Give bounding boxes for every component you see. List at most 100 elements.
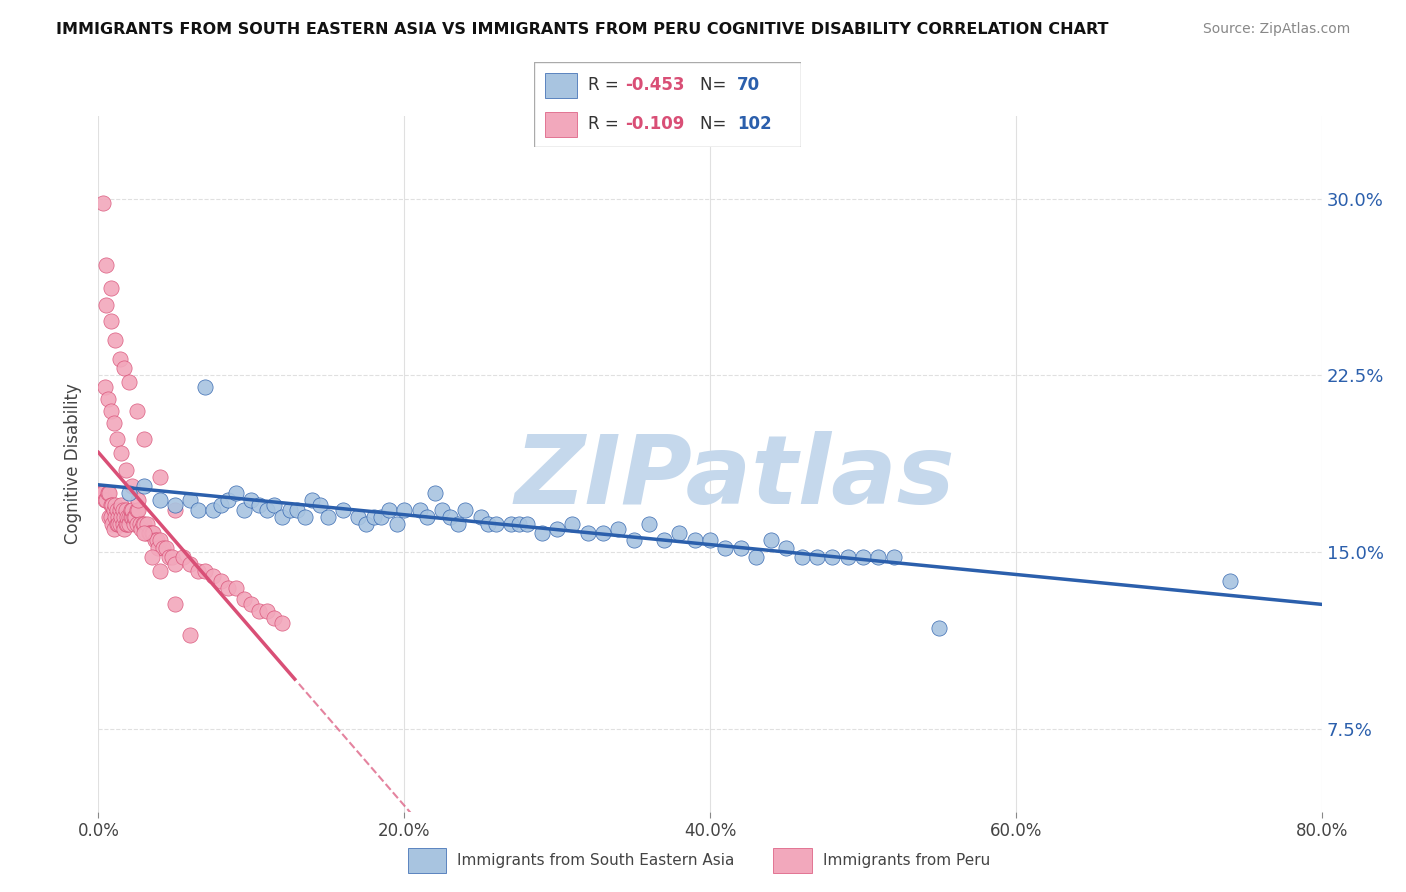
Point: [576, 526, 599, 541]
Point: [142, 526, 165, 541]
Point: [928, 621, 950, 635]
Point: [100, 509, 122, 524]
Point: [821, 549, 844, 564]
FancyBboxPatch shape: [534, 62, 801, 147]
Point: [104, 333, 127, 347]
Point: [332, 503, 354, 517]
Point: [447, 516, 470, 531]
Text: Immigrants from Peru: Immigrants from Peru: [823, 854, 990, 868]
Point: [105, 432, 128, 446]
Point: [392, 503, 416, 517]
Text: 102: 102: [737, 115, 772, 133]
Point: [100, 314, 122, 328]
Point: [104, 498, 127, 512]
Point: [187, 564, 209, 578]
Bar: [546, 72, 576, 98]
Text: ZIPatlas: ZIPatlas: [515, 431, 955, 524]
Point: [125, 516, 148, 531]
Point: [247, 604, 270, 618]
Point: [247, 498, 270, 512]
Point: [103, 416, 125, 430]
Point: [105, 516, 128, 531]
Point: [143, 533, 166, 548]
Point: [121, 479, 143, 493]
Point: [111, 516, 134, 531]
Point: [179, 493, 201, 508]
Point: [172, 549, 194, 564]
Bar: [773, 848, 813, 873]
Point: [194, 564, 217, 578]
Point: [157, 549, 180, 564]
Point: [118, 516, 141, 531]
Point: [316, 509, 339, 524]
Point: [134, 516, 156, 531]
Point: [439, 509, 461, 524]
Point: [179, 628, 201, 642]
Point: [138, 526, 160, 541]
Point: [149, 533, 172, 548]
Point: [225, 486, 247, 500]
Point: [101, 498, 124, 512]
Point: [132, 516, 155, 531]
Point: [263, 498, 285, 512]
Point: [115, 463, 138, 477]
Point: [110, 446, 132, 460]
Point: [108, 503, 131, 517]
Text: N=: N=: [700, 77, 731, 95]
Point: [501, 516, 523, 531]
Point: [837, 549, 859, 564]
Point: [209, 574, 232, 588]
Point: [699, 533, 721, 548]
Point: [508, 516, 530, 531]
Point: [730, 541, 752, 555]
Point: [423, 486, 446, 500]
Point: [128, 516, 150, 531]
Point: [530, 526, 553, 541]
Point: [408, 503, 430, 517]
Point: [125, 503, 148, 517]
Text: Source: ZipAtlas.com: Source: ZipAtlas.com: [1202, 22, 1350, 37]
Point: [160, 549, 183, 564]
Text: N=: N=: [700, 115, 731, 133]
Point: [759, 533, 782, 548]
Text: IMMIGRANTS FROM SOUTH EASTERN ASIA VS IMMIGRANTS FROM PERU COGNITIVE DISABILITY : IMMIGRANTS FROM SOUTH EASTERN ASIA VS IM…: [56, 22, 1109, 37]
Text: R =: R =: [588, 77, 624, 95]
Point: [683, 533, 706, 548]
Point: [745, 549, 768, 564]
Point: [202, 569, 225, 583]
Point: [125, 404, 148, 418]
Point: [485, 516, 508, 531]
Point: [134, 432, 156, 446]
Point: [127, 493, 149, 508]
Point: [94, 298, 117, 312]
Point: [134, 479, 156, 493]
Point: [141, 549, 163, 564]
Point: [309, 498, 332, 512]
Point: [135, 526, 157, 541]
Point: [91, 486, 114, 500]
Text: R =: R =: [588, 115, 624, 133]
Point: [546, 522, 568, 536]
Point: [146, 541, 169, 555]
Point: [100, 281, 122, 295]
Point: [118, 376, 141, 390]
Point: [97, 392, 120, 406]
Point: [112, 509, 135, 524]
Point: [378, 503, 401, 517]
Point: [107, 516, 129, 531]
Point: [108, 516, 131, 531]
Point: [141, 526, 163, 541]
Text: 70: 70: [737, 77, 761, 95]
Point: [98, 486, 121, 500]
Point: [202, 503, 225, 517]
Point: [117, 509, 139, 524]
Point: [118, 486, 141, 500]
Point: [256, 503, 278, 517]
Point: [278, 503, 301, 517]
Bar: [546, 112, 576, 137]
Point: [363, 509, 385, 524]
Point: [104, 509, 127, 524]
Point: [120, 509, 142, 524]
Point: [163, 557, 186, 571]
Point: [714, 541, 737, 555]
